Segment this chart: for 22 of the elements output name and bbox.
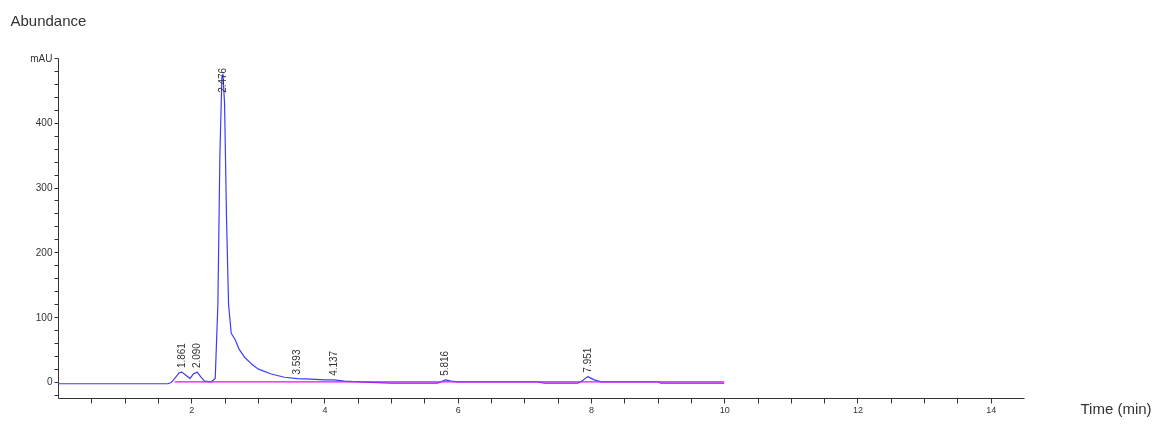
x-tick-label: 14 xyxy=(986,404,997,415)
x-axis-title: Time (min) xyxy=(1080,399,1152,417)
y-tick-label: 100 xyxy=(35,311,53,323)
y-tick-label: 0 xyxy=(46,376,53,388)
y-tick-label: 300 xyxy=(35,182,53,194)
y-tick-label: 400 xyxy=(35,117,53,129)
annotation: 4.137 xyxy=(327,350,339,376)
annotation: 7.951 xyxy=(581,347,593,373)
annotation: 1.861 xyxy=(175,342,187,369)
x-tick-label: 6 xyxy=(455,404,461,415)
y-axis-title: Abundance xyxy=(10,11,87,29)
x-tick-label: 10 xyxy=(719,404,730,415)
annotation: 3.593 xyxy=(291,349,303,375)
x-tick-label: 12 xyxy=(852,404,863,415)
x-tick-label: 8 xyxy=(588,404,594,415)
y-tick-label: mAU xyxy=(30,52,53,64)
annotation: 2.090 xyxy=(191,342,203,369)
annotation: 2.476 xyxy=(216,67,228,93)
x-tick-label: 2 xyxy=(189,404,195,415)
y-tick-label: 200 xyxy=(35,246,53,258)
x-tick-label: 4 xyxy=(322,404,328,415)
annotation: 5.816 xyxy=(439,350,451,376)
